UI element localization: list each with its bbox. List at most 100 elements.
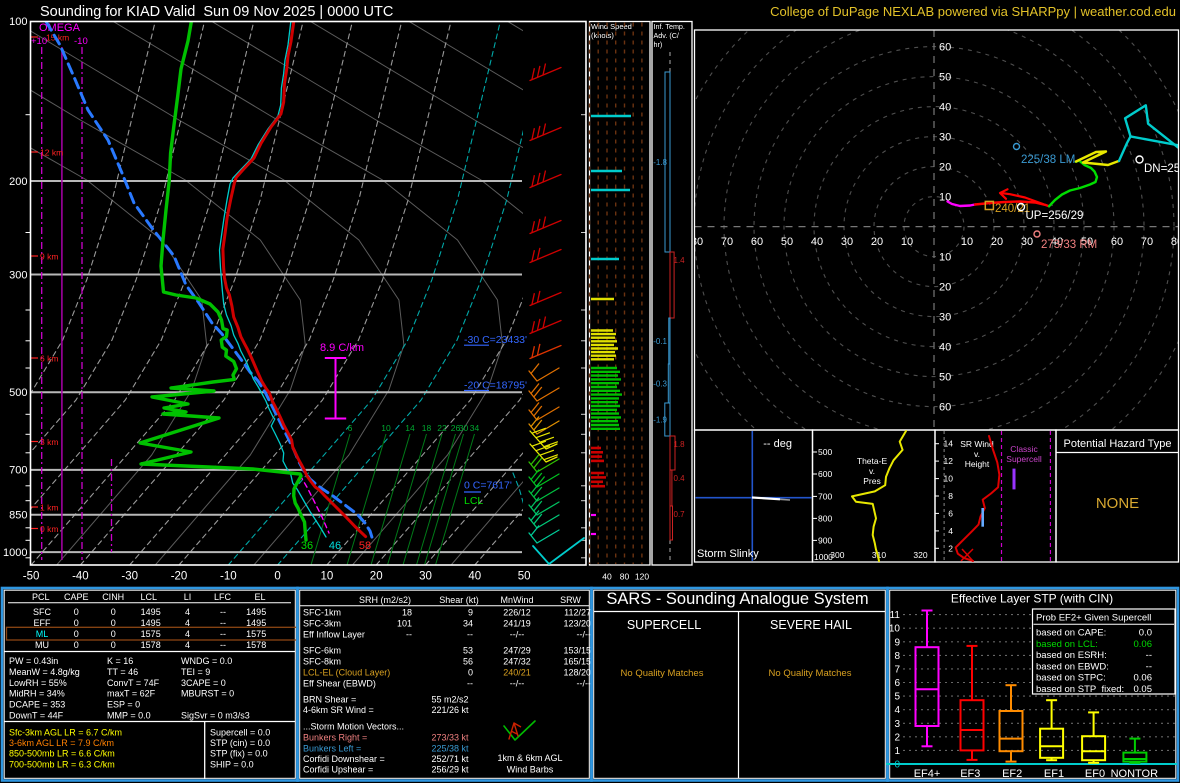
svg-text:Inf. Temp.: Inf. Temp. (654, 22, 685, 31)
svg-text:EF2: EF2 (1002, 768, 1022, 780)
svg-text:Wind Barbs: Wind Barbs (507, 765, 554, 775)
svg-text:0: 0 (74, 607, 79, 617)
svg-text:0.7: 0.7 (674, 510, 686, 519)
svg-text:60: 60 (751, 236, 763, 248)
svg-text:60: 60 (939, 42, 951, 54)
svg-text:--: -- (220, 607, 226, 617)
svg-text:K = 16: K = 16 (107, 656, 133, 666)
svg-text:TEI = 9: TEI = 9 (181, 667, 210, 677)
svg-text:1578: 1578 (246, 640, 266, 650)
svg-text:300: 300 (830, 550, 844, 560)
svg-text:58: 58 (359, 540, 371, 552)
svg-text:based on ESRH:: based on ESRH: (1036, 650, 1107, 661)
svg-text:+10: +10 (31, 36, 47, 47)
svg-text:100: 100 (9, 16, 27, 28)
svg-text:12 km: 12 km (40, 148, 63, 158)
svg-text:850: 850 (9, 510, 27, 522)
svg-text:Adv. (C/: Adv. (C/ (654, 31, 679, 40)
svg-text:4-6km SR Wind =: 4-6km SR Wind = (303, 705, 374, 715)
svg-text:MeanW = 4.8g/kg: MeanW = 4.8g/kg (9, 667, 80, 677)
svg-text:Classic: Classic (1010, 444, 1038, 454)
svg-text:10: 10 (889, 624, 901, 635)
svg-text:4: 4 (894, 705, 900, 716)
svg-text:-30: -30 (121, 571, 138, 583)
svg-text:9: 9 (468, 608, 473, 618)
svg-text:DownT = 44F: DownT = 44F (9, 711, 64, 721)
svg-text:36: 36 (301, 540, 313, 552)
svg-text:700-500mb LR = 6.3 C/km: 700-500mb LR = 6.3 C/km (9, 759, 115, 769)
svg-text:10: 10 (321, 571, 334, 583)
svg-text:No Quality Matches: No Quality Matches (769, 668, 852, 679)
svg-text:TT = 46: TT = 46 (107, 667, 138, 677)
svg-text:0 km: 0 km (40, 524, 58, 534)
svg-text:0.0: 0.0 (1139, 628, 1152, 639)
svg-text:1495: 1495 (246, 618, 266, 628)
svg-text:Storm Slinky: Storm Slinky (697, 548, 759, 560)
svg-text:6 km: 6 km (40, 354, 58, 364)
svg-text:3 km: 3 km (40, 437, 58, 447)
svg-text:hr): hr) (654, 40, 663, 49)
svg-text:123/20: 123/20 (563, 619, 591, 629)
svg-text:50: 50 (1081, 236, 1093, 248)
svg-text:22: 22 (437, 423, 447, 433)
svg-text:101: 101 (397, 619, 412, 629)
svg-text:Sfc-3km AGL LR = 6.7 C/km: Sfc-3km AGL LR = 6.7 C/km (9, 728, 122, 738)
svg-text:15 km: 15 km (46, 33, 69, 43)
svg-text:1495: 1495 (246, 607, 266, 617)
svg-text:8: 8 (948, 491, 953, 501)
svg-text:1000: 1000 (814, 552, 833, 562)
svg-text:STP (fix) = 0.0: STP (fix) = 0.0 (210, 749, 268, 759)
svg-text:10: 10 (901, 236, 913, 248)
svg-text:50: 50 (939, 372, 951, 384)
svg-text:EL: EL (254, 592, 265, 602)
svg-text:3CAPE = 0: 3CAPE = 0 (181, 678, 226, 688)
svg-text:1000: 1000 (3, 547, 27, 559)
svg-text:SFC-3km: SFC-3km (303, 619, 341, 629)
svg-text:--/--: --/-- (577, 630, 592, 640)
svg-text:PCL: PCL (32, 592, 50, 602)
svg-text:9 km: 9 km (40, 252, 58, 262)
svg-text:Pres: Pres (863, 476, 880, 486)
svg-text:--: -- (220, 618, 226, 628)
svg-text:0.4: 0.4 (674, 474, 686, 483)
svg-text:46: 46 (329, 540, 341, 552)
svg-text:20: 20 (939, 282, 951, 294)
svg-text:320: 320 (913, 550, 927, 560)
svg-text:0: 0 (111, 640, 116, 650)
svg-text:53: 53 (463, 646, 473, 656)
svg-text:Potential Hazard Type: Potential Hazard Type (1063, 438, 1171, 450)
svg-text:10: 10 (961, 236, 973, 248)
svg-text:7: 7 (894, 664, 900, 675)
svg-text:153/15: 153/15 (563, 646, 591, 656)
svg-text:Prob EF2+ Given Supercell: Prob EF2+ Given Supercell (1036, 613, 1151, 624)
svg-text:-1.9: -1.9 (653, 416, 667, 425)
svg-text:ESP = 0: ESP = 0 (107, 700, 140, 710)
svg-text:EF1: EF1 (1044, 768, 1064, 780)
svg-text:4: 4 (948, 526, 953, 536)
svg-text:30: 30 (459, 423, 469, 433)
svg-text:SEVERE HAIL: SEVERE HAIL (770, 618, 852, 632)
svg-text:STP (cin) = 0.0: STP (cin) = 0.0 (210, 738, 270, 748)
svg-text:700: 700 (9, 465, 27, 477)
svg-text:900: 900 (818, 535, 832, 545)
svg-text:80: 80 (620, 572, 630, 582)
svg-text:1575: 1575 (141, 629, 161, 639)
svg-text:--: -- (220, 629, 226, 639)
svg-text:-0.1: -0.1 (653, 337, 667, 346)
svg-text:40: 40 (939, 342, 951, 354)
svg-text:MU: MU (35, 640, 49, 650)
svg-text:Wind Speed: Wind Speed (591, 22, 632, 31)
svg-text:Shear (kt): Shear (kt) (439, 595, 479, 605)
svg-text:20: 20 (939, 162, 951, 174)
svg-text:SFC-8km: SFC-8km (303, 657, 341, 667)
svg-text:18: 18 (422, 423, 432, 433)
svg-text:--: -- (1146, 661, 1152, 672)
svg-text:MidRH = 34%: MidRH = 34% (9, 689, 65, 699)
svg-text:6: 6 (894, 678, 900, 689)
svg-text:-10: -10 (74, 36, 88, 47)
svg-text:40: 40 (939, 102, 951, 114)
svg-text:Bunkers Left =: Bunkers Left = (303, 744, 361, 754)
svg-text:20: 20 (991, 236, 1003, 248)
svg-text:2: 2 (948, 543, 953, 553)
svg-text:SFC-1km: SFC-1km (303, 608, 341, 618)
